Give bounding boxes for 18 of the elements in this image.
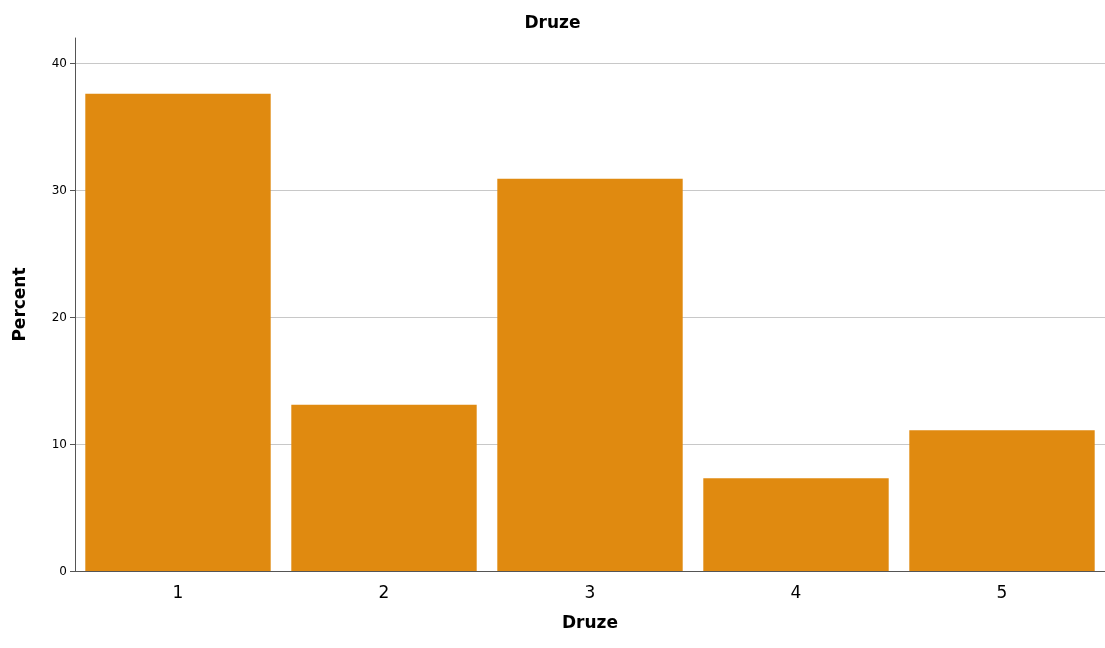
chart-title: Druze: [524, 11, 581, 32]
bar: [291, 404, 477, 571]
y-axis-title: Percent: [8, 267, 29, 342]
bar: [909, 430, 1095, 571]
x-tick-label: 2: [378, 581, 390, 602]
x-tick-label: 4: [790, 581, 802, 602]
y-tick-label: 20: [51, 310, 67, 325]
bar: [497, 178, 683, 571]
y-tick-label: 40: [51, 56, 67, 71]
x-tick-label: 5: [996, 581, 1008, 602]
y-tick-label: 30: [51, 183, 67, 198]
x-tick-label: 1: [172, 581, 184, 602]
y-tick-label: 0: [59, 564, 67, 578]
x-tick-label: 3: [584, 581, 596, 602]
x-axis-title: Druze: [561, 611, 619, 632]
bar: [703, 478, 889, 571]
y-tick-label: 10: [51, 437, 67, 452]
bar: [85, 93, 271, 571]
